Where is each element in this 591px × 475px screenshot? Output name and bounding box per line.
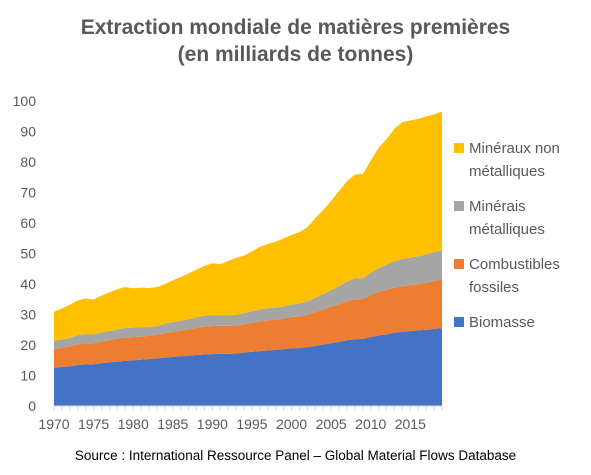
legend-label: Combustibles — [469, 256, 560, 273]
chart-subtitle: (en milliards de tonnes) — [177, 43, 414, 66]
y-tick-label: 0 — [28, 398, 36, 414]
legend-label-line2: fossiles — [469, 279, 519, 296]
x-tick-label: 2010 — [355, 416, 386, 432]
area-series-biomasse — [54, 328, 442, 406]
chart-title-line1: Extraction mondiale de matières première… — [80, 16, 511, 39]
y-tick-label: 70 — [20, 185, 36, 201]
legend-label-line2: métalliques — [469, 163, 545, 180]
legend-swatch — [454, 201, 464, 211]
source-note: Source : International Ressource Panel –… — [74, 448, 517, 463]
y-tick-label: 10 — [20, 368, 36, 384]
axes: 0 10 20 30 40 50 60 70 80 90 100 1970 1975 1980 1985 19… — [13, 93, 443, 432]
x-tick-label: 1990 — [197, 416, 228, 432]
y-tick-label: 90 — [20, 124, 36, 140]
x-tick-label: 1970 — [38, 416, 69, 432]
x-tick-label: 1985 — [157, 416, 188, 432]
legend-label: Minéraux non — [469, 140, 560, 157]
legend: Minéraux non métalliques Minérais métalliqu… — [454, 140, 560, 331]
x-tick-label: 2015 — [395, 416, 426, 432]
y-tick-label: 20 — [20, 337, 36, 353]
x-tick-label: 2000 — [276, 416, 307, 432]
y-tick-label: 40 — [20, 276, 36, 292]
legend-label: Minérais — [469, 198, 526, 215]
y-tick-label: 30 — [20, 307, 36, 323]
y-tick-label: 60 — [20, 215, 36, 231]
legend-label: Biomasse — [469, 314, 535, 331]
y-tick-label: 50 — [20, 246, 36, 262]
x-tick-label: 1995 — [236, 416, 267, 432]
x-tick-label: 1975 — [78, 416, 109, 432]
x-tick-label: 2005 — [316, 416, 347, 432]
area-series-combustibles-fossiles — [54, 279, 442, 368]
area-layers — [54, 111, 442, 406]
y-tick-label: 100 — [13, 93, 37, 109]
area-series-minerais-metalliques — [54, 250, 442, 349]
y-tick-label: 80 — [20, 154, 36, 170]
area-series-mineraux-non-metalliques — [54, 111, 442, 342]
legend-label-line2: métalliques — [469, 221, 545, 238]
legend-swatch — [454, 143, 464, 153]
legend-swatch — [454, 259, 464, 269]
x-tick-label: 1980 — [118, 416, 149, 432]
legend-swatch — [454, 317, 464, 327]
chart-title: Extraction mondiale de matières première… — [0, 14, 591, 68]
